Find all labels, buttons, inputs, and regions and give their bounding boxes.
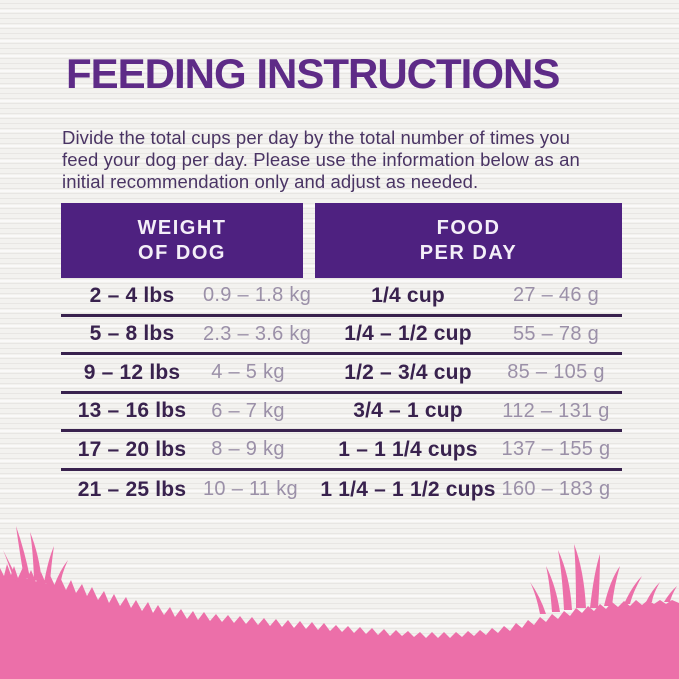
table-row: 21 – 25 lbs 10 – 11 kg 1 1/4 – 1 1/2 cup… [61,471,622,510]
food-cups-value: 1 1/4 – 1 1/2 cups [320,477,496,501]
table-row: 2 – 4 lbs 0.9 – 1.8 kg 1/4 cup 27 – 46 g [61,278,622,317]
food-grams-value: 160 – 183 g [501,478,611,501]
food-header-line1: FOOD [436,216,501,239]
intro-line-2: feed your dog per day. Please use the in… [62,149,580,170]
food-header-line2: PER DAY [419,241,518,264]
weight-kg-value: 10 – 11 kg [203,478,298,501]
food-cups-value: 3/4 – 1 cup [353,399,463,423]
table-row: 17 – 20 lbs 8 – 9 kg 1 – 1 1/4 cups 137 … [61,432,622,471]
weight-lbs-value: 17 – 20 lbs [77,437,187,461]
intro-line-1: Divide the total cups per day by the tot… [62,127,571,148]
table-header: WEIGHT OF DOG FOOD PER DAY [61,203,622,278]
table-row: 9 – 12 lbs 4 – 5 kg 1/2 – 3/4 cup 85 – 1… [61,355,622,394]
food-per-day-header: FOOD PER DAY [315,203,622,278]
weight-kg-value: 8 – 9 kg [211,438,285,461]
intro-line-3: initial recommendation only and adjust a… [62,171,479,192]
weight-lbs-value: 5 – 8 lbs [89,322,175,346]
weight-kg-value: 2.3 – 3.6 kg [203,322,312,345]
weight-lbs-value: 21 – 25 lbs [77,477,187,501]
feeding-table: 2 – 4 lbs 0.9 – 1.8 kg 1/4 cup 27 – 46 g… [61,278,622,509]
table-row: 13 – 16 lbs 6 – 7 kg 3/4 – 1 cup 112 – 1… [61,394,622,432]
grass-silhouette-graphic [0,526,679,679]
food-grams-value: 55 – 78 g [512,322,600,345]
weight-of-dog-header: WEIGHT OF DOG [61,203,303,278]
food-cups-value: 1/4 cup [371,283,445,307]
weight-kg-value: 0.9 – 1.8 kg [203,284,312,307]
intro-text: Divide the total cups per day by the tot… [62,127,622,193]
food-cups-value: 1 – 1 1/4 cups [338,437,478,461]
weight-header-line1: WEIGHT [137,216,227,239]
weight-lbs-value: 9 – 12 lbs [83,360,181,384]
weight-kg-value: 4 – 5 kg [211,361,285,384]
page-title: FEEDING INSTRUCTIONS [66,50,560,97]
weight-header-line2: OF DOG [138,241,226,264]
food-cups-value: 1/2 – 3/4 cup [344,360,472,384]
weight-lbs-value: 2 – 4 lbs [89,283,175,307]
weight-kg-value: 6 – 7 kg [211,399,285,422]
weight-lbs-value: 13 – 16 lbs [77,399,187,423]
food-grams-value: 85 – 105 g [507,361,605,384]
food-grams-value: 137 – 155 g [501,438,611,461]
food-grams-value: 112 – 131 g [502,399,610,422]
food-cups-value: 1/4 – 1/2 cup [344,322,472,346]
food-grams-value: 27 – 46 g [512,284,600,307]
table-row: 5 – 8 lbs 2.3 – 3.6 kg 1/4 – 1/2 cup 55 … [61,317,622,355]
